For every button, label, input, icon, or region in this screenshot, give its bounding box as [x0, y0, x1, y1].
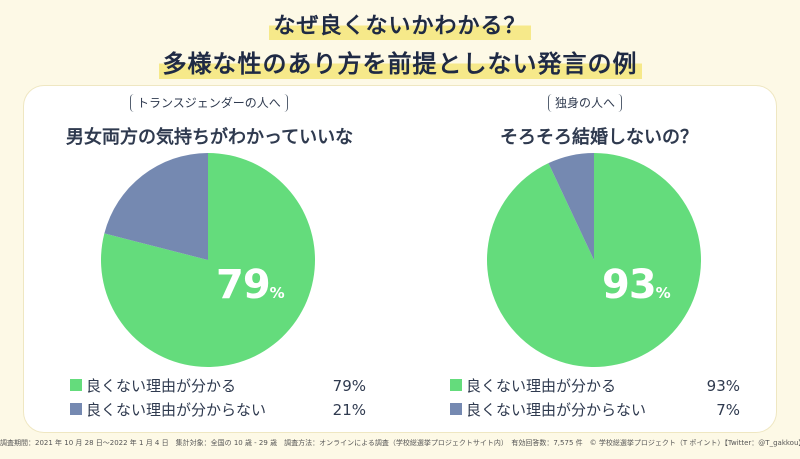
target-label-left: トランスジェンダーの人へ [130, 94, 288, 112]
legend-label: 良くない理由が分からない [86, 401, 267, 419]
question-left: 男女両方の気持ちがわかっていいな [66, 127, 354, 148]
legend-value: 93% [706, 377, 740, 395]
legend-value: 7% [716, 401, 740, 419]
pie-chart-left [101, 153, 315, 367]
question-right: そろそろ結婚しないの？ [500, 127, 698, 148]
target-label-right: 独身の人へ [548, 94, 623, 112]
chart-card: トランスジェンダーの人へ 男女両方の気持ちがわかっていいな 79% 良くない理由… [24, 86, 776, 432]
legend-value: 21% [332, 401, 366, 419]
pie-slice-not-understand [548, 153, 594, 260]
legend-item: 良くない理由が分かる 79% [70, 374, 366, 398]
legend-label: 良くない理由が分かる [86, 377, 237, 395]
legend-swatch-bad [70, 403, 82, 415]
legend-swatch-good [70, 379, 82, 391]
legend-label: 良くない理由が分からない [466, 401, 647, 419]
legend-label: 良くない理由が分かる [466, 377, 617, 395]
legend-swatch-good [450, 379, 462, 391]
survey-footnote: 調査期間：2021 年 10 月 28 日〜2022 年 1 月 4 日 集計対… [0, 439, 800, 447]
title-line-1: なぜ良くないかわかる？ [0, 8, 800, 40]
legend-left: 良くない理由が分かる 79% 良くない理由が分からない 21% [70, 374, 366, 422]
title-line-2: 多様な性のあり方を前提としない発言の例 [0, 44, 800, 79]
center-percent-right: 93% [602, 262, 671, 308]
legend-right: 良くない理由が分かる 93% 良くない理由が分からない 7% [450, 374, 740, 422]
pie-slice-not-understand [104, 153, 208, 260]
center-percent-left: 79% [216, 262, 285, 308]
legend-item: 良くない理由が分かる 93% [450, 374, 740, 398]
pie-slice-understand [486, 153, 701, 367]
legend-item: 良くない理由が分からない 21% [70, 398, 366, 422]
legend-value: 79% [332, 377, 366, 395]
legend-item: 良くない理由が分からない 7% [450, 398, 740, 422]
legend-swatch-bad [450, 403, 462, 415]
pie-chart-right [486, 153, 701, 367]
